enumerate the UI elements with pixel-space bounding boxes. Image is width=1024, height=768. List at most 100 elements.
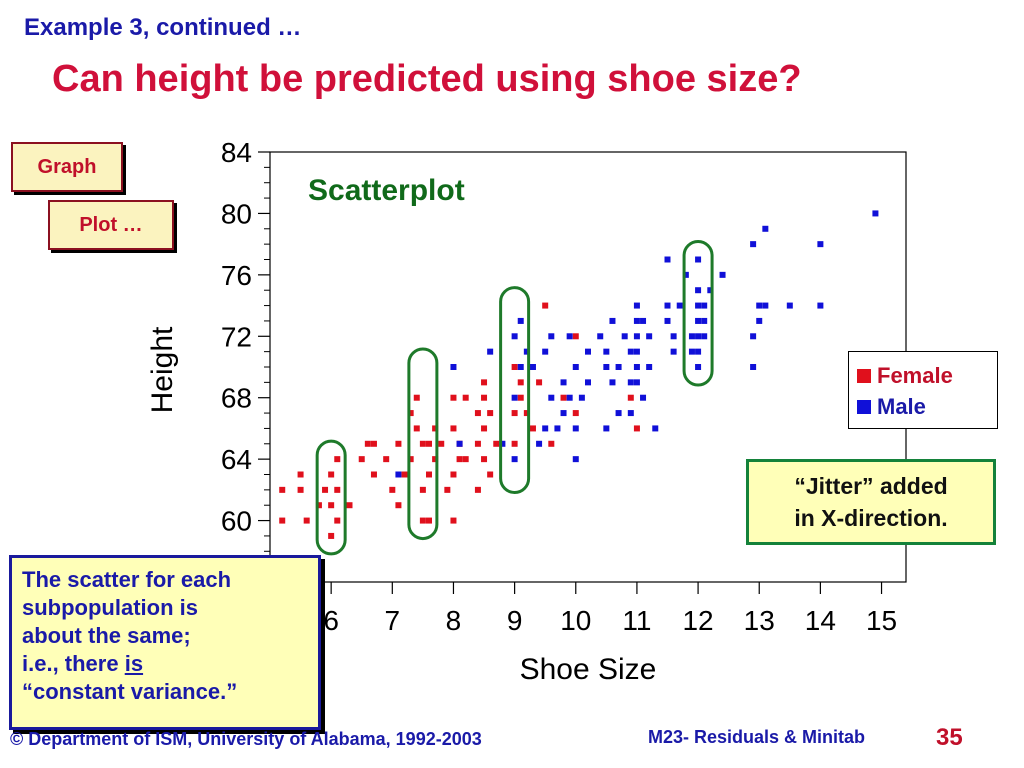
female-point: [370, 440, 377, 447]
y-tick-label: 64: [221, 444, 252, 475]
male-point: [695, 348, 702, 355]
female-point: [328, 471, 335, 478]
y-tick-label: 72: [221, 321, 252, 352]
female-point: [481, 394, 488, 401]
male-point: [750, 364, 757, 370]
male-point: [633, 364, 640, 370]
male-point: [627, 348, 634, 355]
male-point: [542, 348, 549, 355]
male-point: [548, 394, 555, 401]
x-axis: 6 7 8 9 10 11 12 13 14 15: [323, 582, 897, 636]
male-point: [695, 333, 702, 340]
male-point: [456, 440, 463, 447]
y-tick-label: 60: [221, 506, 252, 537]
male-point: [395, 471, 402, 478]
male-point: [646, 364, 653, 370]
male-point: [756, 317, 763, 324]
male-point: [664, 317, 671, 324]
y-axis: 60 64 68 72 76 80 84: [221, 137, 270, 568]
female-point: [328, 502, 335, 509]
female-point: [529, 425, 536, 432]
male-point: [633, 302, 640, 309]
female-point: [426, 440, 432, 447]
male-point: [707, 287, 714, 294]
constant-variance-note: The scatter for each subpopulation is ab…: [9, 555, 321, 730]
male-point: [670, 348, 677, 355]
female-point: [450, 394, 457, 401]
scatter-note-line1: The scatter for each: [22, 567, 232, 592]
female-point: [315, 502, 322, 509]
female-point: [481, 456, 488, 463]
male-point: [652, 425, 659, 432]
male-point: [633, 333, 640, 340]
female-point: [413, 425, 420, 432]
data-points: [279, 210, 879, 539]
female-point: [633, 425, 640, 432]
male-point: [572, 456, 579, 463]
male-point: [566, 394, 573, 401]
plot-menu-button[interactable]: Plot …: [48, 200, 174, 250]
female-point: [487, 471, 494, 478]
female-point: [297, 486, 304, 493]
subpopulation-highlights: [315, 240, 714, 556]
female-point: [413, 394, 420, 401]
female-point: [297, 471, 304, 478]
male-swatch: [857, 400, 871, 414]
male-point: [609, 379, 616, 386]
male-point: [695, 287, 702, 294]
male-point: [529, 364, 536, 370]
subpopulation-highlight: [499, 286, 531, 495]
legend-label-female: Female: [877, 363, 953, 388]
jitter-note-line1: “Jitter” added: [794, 473, 948, 499]
y-tick-label: 84: [221, 137, 252, 168]
female-point: [481, 425, 488, 432]
female-point: [450, 471, 457, 478]
male-point: [603, 364, 610, 370]
male-point: [615, 364, 622, 370]
male-point: [633, 379, 640, 386]
male-point: [487, 348, 494, 355]
male-point: [517, 317, 524, 324]
male-point: [701, 317, 708, 324]
graph-menu-button[interactable]: Graph: [11, 142, 123, 192]
male-point: [523, 348, 530, 355]
scatter-note-line2: subpopulation is: [22, 595, 198, 620]
male-point: [554, 425, 561, 432]
female-point: [450, 425, 457, 432]
male-point: [511, 394, 518, 401]
male-point: [633, 317, 640, 324]
male-point: [621, 333, 628, 340]
scatter-note-line3: about the same;: [22, 623, 191, 648]
female-point: [627, 394, 634, 401]
male-point: [762, 302, 769, 309]
chart-title: Scatterplot: [308, 174, 465, 207]
female-point: [572, 333, 579, 340]
female-point: [450, 517, 457, 524]
female-point: [279, 517, 286, 524]
chart-legend: Female Male: [848, 351, 998, 429]
subpopulation-highlight: [407, 347, 439, 541]
female-point: [432, 456, 439, 463]
female-point: [542, 302, 549, 309]
jitter-note: “Jitter” added in X-direction.: [746, 459, 996, 545]
female-point: [511, 410, 518, 417]
female-point: [389, 486, 396, 493]
footer-course: M23- Residuals & Minitab: [648, 727, 866, 747]
series-male: [395, 210, 879, 478]
male-point: [817, 302, 824, 309]
male-point: [676, 302, 683, 309]
male-point: [560, 379, 567, 386]
scatter-note-line4: i.e., there is: [22, 650, 308, 678]
male-point: [566, 333, 573, 340]
male-point: [572, 425, 579, 432]
male-point: [627, 379, 634, 386]
female-point: [370, 471, 377, 478]
male-point: [499, 440, 506, 447]
female-point: [419, 440, 426, 447]
x-axis-title: Shoe Size: [520, 653, 657, 686]
legend-item-female: Female: [857, 363, 953, 389]
female-point: [548, 440, 555, 447]
male-point: [664, 256, 671, 263]
female-point: [346, 502, 353, 509]
